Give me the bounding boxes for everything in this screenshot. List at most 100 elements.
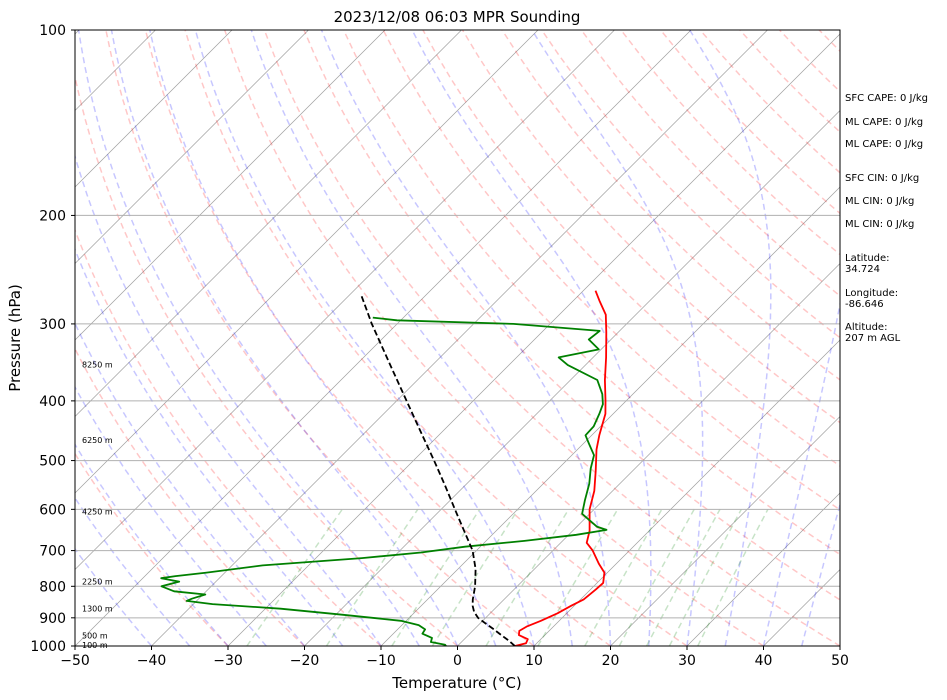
mu-cin-text: ML CIN: 0 J/kg bbox=[845, 219, 915, 230]
altitude-label: Altitude: bbox=[845, 322, 888, 333]
dry-adiabat-line bbox=[75, 347, 306, 646]
sounding-traces bbox=[160, 290, 608, 646]
mixing-ratio-line bbox=[246, 508, 343, 646]
moist-adiabat-line bbox=[320, 30, 612, 646]
isotherm-line bbox=[686, 492, 840, 646]
moist-adiabat-line bbox=[531, 30, 704, 646]
isotherm-line bbox=[75, 30, 386, 341]
x-axis-title: Temperature (°C) bbox=[391, 674, 521, 692]
isotherm-line bbox=[227, 33, 840, 646]
temperature-trace bbox=[514, 290, 608, 646]
isotherm-line bbox=[380, 186, 840, 646]
dry-adiabat-line bbox=[75, 452, 229, 646]
y-tick-label: 400 bbox=[39, 394, 66, 410]
isotherm-line bbox=[457, 263, 840, 646]
y-tick-label: 900 bbox=[39, 611, 66, 627]
isotherm-line bbox=[75, 30, 462, 417]
height-label: 6250 m bbox=[82, 436, 113, 445]
x-tick-label: −40 bbox=[137, 653, 167, 669]
isotherm-line bbox=[75, 30, 309, 264]
moist-adiabat-line bbox=[149, 30, 497, 646]
x-tick-label: −10 bbox=[366, 653, 396, 669]
pressure-gridlines bbox=[75, 29, 840, 647]
moist-adiabat-line bbox=[75, 443, 229, 646]
moist-adiabat-line bbox=[75, 385, 267, 646]
mixing-ratio-line bbox=[584, 508, 663, 646]
y-tick-label: 800 bbox=[39, 579, 66, 595]
parcel-profile-trace bbox=[359, 293, 516, 646]
dry-adiabat-line bbox=[263, 30, 840, 646]
sounding-stats-panel: SFC CAPE: 0 J/kg ML CAPE: 0 J/kg ML CAPE… bbox=[845, 0, 945, 700]
mixing-ratio-line bbox=[485, 508, 570, 646]
dry-adiabat-line bbox=[75, 73, 458, 646]
dry-adiabat-line bbox=[184, 30, 688, 646]
y-axis-title: Pressure (hPa) bbox=[6, 284, 24, 392]
altitude-value: 207 m AGL bbox=[845, 333, 901, 344]
moist-adiabat-line bbox=[110, 30, 459, 646]
x-tick-label: 0 bbox=[453, 653, 462, 669]
height-label: 500 m bbox=[82, 632, 108, 641]
moist-adiabat-line bbox=[250, 30, 574, 646]
latitude-value: 34.724 bbox=[845, 264, 880, 275]
moist-adiabat-line bbox=[75, 496, 191, 646]
latitude-label: Latitude: bbox=[845, 253, 890, 264]
dry-adiabat-line bbox=[580, 30, 840, 297]
mixing-ratio-line bbox=[618, 508, 695, 646]
dry-adiabat-line bbox=[75, 228, 382, 646]
moist-adiabat-line bbox=[77, 30, 420, 646]
background-lines bbox=[0, 30, 840, 646]
ml-cin-text: ML CIN: 0 J/kg bbox=[845, 196, 915, 207]
moist-adiabat-line bbox=[762, 300, 840, 646]
mixing-ratio-line bbox=[697, 508, 769, 646]
moist-adiabat-line bbox=[689, 30, 772, 646]
y-tick-label: 700 bbox=[39, 544, 66, 560]
isotherm-line bbox=[75, 30, 539, 494]
dry-adiabat-line bbox=[223, 30, 764, 646]
y-tick-label: 1000 bbox=[30, 639, 66, 655]
isotherm-line bbox=[75, 30, 615, 570]
mu-cape-text: ML CAPE: 0 J/kg bbox=[845, 139, 924, 150]
x-tick-label: 20 bbox=[602, 653, 620, 669]
x-tick-label: −30 bbox=[213, 653, 243, 669]
plot-frame bbox=[74, 29, 841, 647]
height-label: 1300 m bbox=[82, 605, 113, 614]
moist-adiabat-line bbox=[75, 153, 382, 646]
mixing-ratio-line bbox=[537, 508, 619, 646]
dry-adiabat-line bbox=[105, 30, 535, 646]
mixing-ratio-line bbox=[668, 508, 742, 646]
dry-adiabat-line bbox=[144, 30, 611, 646]
isotherm-line bbox=[533, 339, 840, 646]
y-tick-label: 200 bbox=[39, 208, 66, 224]
isotherm-line bbox=[610, 416, 840, 646]
height-label: 4250 m bbox=[82, 508, 113, 517]
isotherm-line bbox=[75, 30, 692, 646]
isotherm-line bbox=[304, 110, 840, 646]
isotherm-line bbox=[151, 30, 768, 646]
y-tick-label: 600 bbox=[39, 502, 66, 518]
x-tick-label: 50 bbox=[831, 653, 849, 669]
chart-title: 2023/12/08 06:03 MPR Sounding bbox=[334, 8, 581, 26]
dry-adiabat-line bbox=[303, 30, 840, 601]
x-tick-label: −20 bbox=[290, 653, 320, 669]
y-tick-label: 300 bbox=[39, 317, 66, 333]
y-tick-label: 500 bbox=[39, 454, 66, 470]
sfc-cape-text: SFC CAPE: 0 J/kg bbox=[845, 93, 928, 104]
dry-adiabat-line bbox=[422, 30, 840, 467]
mixing-ratio-line bbox=[645, 508, 721, 646]
isotherm-line bbox=[0, 30, 3, 646]
x-tick-label: 30 bbox=[678, 653, 696, 669]
sfc-cin-text: SFC CIN: 0 J/kg bbox=[845, 173, 920, 184]
dewpoint-trace bbox=[160, 316, 608, 646]
moist-adiabat-line bbox=[801, 502, 840, 646]
height-label: 8250 m bbox=[82, 360, 113, 369]
moist-adiabat-line bbox=[75, 247, 344, 646]
x-tick-label: 40 bbox=[755, 653, 773, 669]
dry-adiabat-line bbox=[342, 30, 840, 556]
x-tick-label: 10 bbox=[525, 653, 543, 669]
moist-adiabat-line bbox=[411, 30, 652, 646]
moist-adiabat-line bbox=[194, 30, 535, 646]
longitude-value: -86.646 bbox=[845, 299, 884, 310]
